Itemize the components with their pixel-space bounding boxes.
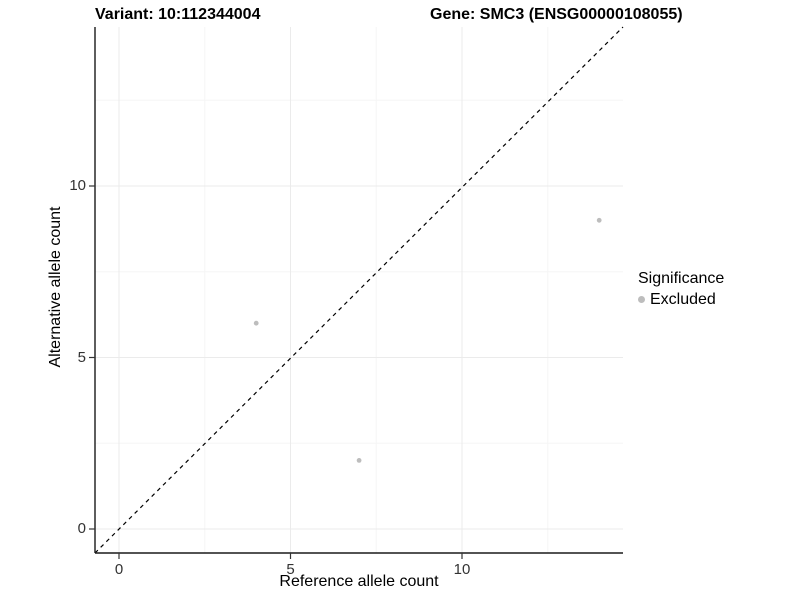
data-point	[356, 458, 362, 463]
x-tick-label: 10	[453, 561, 471, 578]
legend-title: Significance	[638, 270, 725, 287]
plot-title-variant: Variant: 10:112344004	[95, 6, 261, 23]
grid-minor-lines	[95, 27, 623, 553]
x-tick-label: 5	[286, 561, 295, 578]
identity-line-group	[94, 26, 624, 554]
axis-lines-group	[94, 27, 623, 554]
data-point	[253, 320, 259, 326]
identity-line	[94, 26, 624, 554]
tick-marks-group	[89, 185, 463, 559]
legend: Significance Excluded	[630, 269, 800, 309]
legend-item-excluded: Excluded	[630, 290, 800, 309]
plot-title-gene: Gene: SMC3 (ENSG00000108055)	[430, 6, 683, 23]
legend-item-label: Excluded	[650, 291, 716, 308]
grid-major-lines	[95, 27, 623, 553]
y-tick-label: 0	[77, 520, 86, 537]
y-tick-label: 10	[69, 177, 86, 194]
x-tick-label: 0	[114, 561, 124, 578]
y-tick-label: 5	[77, 348, 86, 366]
data-point	[596, 217, 602, 223]
data-points-group	[253, 217, 602, 463]
y-axis-title: Alternative allele count	[47, 206, 64, 368]
x-axis-title: Reference allele count	[279, 573, 439, 590]
legend-point-icon	[638, 296, 645, 303]
